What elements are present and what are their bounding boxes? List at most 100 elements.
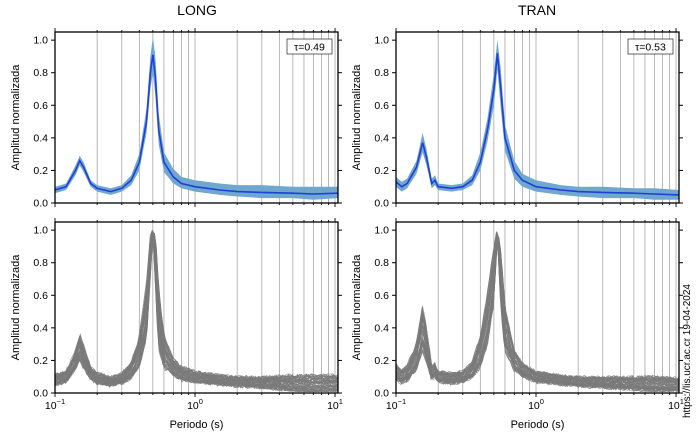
trace-line xyxy=(55,237,338,389)
x-axis: 10−1 100 101 xyxy=(45,218,343,412)
trace-line xyxy=(55,237,338,391)
trace-line xyxy=(396,236,679,385)
trace-line xyxy=(55,237,338,387)
y-axis: 0.0 0.2 0.4 0.6 0.8 1.0 xyxy=(33,225,342,400)
trace-line xyxy=(55,238,338,391)
panel-tran-traces: 0.0 0.2 0.4 0.6 0.8 1.0 Amplitud normalizada 10… xyxy=(351,218,684,431)
axes-frame xyxy=(395,221,680,394)
trace-line xyxy=(396,235,679,386)
x-axis-label: Periodo (s) xyxy=(511,419,565,431)
trace-line xyxy=(396,238,679,390)
trace-group xyxy=(396,231,679,392)
y-tick-label: 0.4 xyxy=(374,322,389,334)
x-tick-label: 10−1 xyxy=(45,397,65,412)
trace-line xyxy=(55,230,338,381)
column-title-long: LONG xyxy=(177,2,217,18)
trace-line xyxy=(396,235,679,383)
x-axis xyxy=(54,28,336,207)
trace-line xyxy=(55,231,338,381)
y-tick-label: 0.6 xyxy=(374,100,389,112)
trace-line xyxy=(55,234,338,385)
trace-line xyxy=(396,238,679,389)
trace-line xyxy=(396,234,679,385)
trace-line xyxy=(55,238,338,392)
mean-line xyxy=(396,53,679,196)
trace-line xyxy=(55,238,338,390)
tau-box xyxy=(286,38,333,55)
y-axis: 0.0 0.2 0.4 0.6 0.8 1.0 xyxy=(374,35,683,210)
trace-line xyxy=(396,241,679,391)
trace-line xyxy=(396,234,679,384)
trace-line xyxy=(396,235,679,382)
trace-line xyxy=(55,233,338,384)
y-tick-label: 1.0 xyxy=(374,35,389,47)
axes-frame xyxy=(54,221,339,394)
y-tick-label: 0.2 xyxy=(374,355,389,367)
trace-line xyxy=(55,229,338,380)
y-axis: 0.0 0.2 0.4 0.6 0.8 1.0 xyxy=(33,35,342,210)
column-title-tran: TRAN xyxy=(518,2,556,18)
y-tick-label: 0.2 xyxy=(33,355,48,367)
trace-line xyxy=(55,232,338,380)
x-axis-label: Periodo (s) xyxy=(170,419,224,431)
y-axis: 0.0 0.2 0.4 0.6 0.8 1.0 xyxy=(374,225,683,400)
trace-line xyxy=(55,239,338,392)
y-tick-label: 0.2 xyxy=(33,165,48,177)
trace-line xyxy=(396,235,679,382)
tau-label: τ=0.49 xyxy=(286,38,333,55)
trace-line xyxy=(396,233,679,382)
trace-line xyxy=(55,239,338,391)
y-tick-label: 0.0 xyxy=(33,198,48,210)
y-tick-label: 0.6 xyxy=(374,290,389,302)
trace-line xyxy=(396,238,679,391)
axes-frame xyxy=(395,31,680,204)
y-axis-label: Amplitud normalizada xyxy=(351,64,363,171)
trace-line xyxy=(396,241,679,392)
trace-line xyxy=(55,233,338,380)
y-tick-label: 0.8 xyxy=(374,67,389,79)
y-tick-label: 0.4 xyxy=(33,322,48,334)
trace-line xyxy=(396,242,679,392)
trace-line xyxy=(396,238,679,392)
y-tick-label: 0.8 xyxy=(374,257,389,269)
y-axis-label: Amplitud normalizada xyxy=(10,64,22,171)
trace-line xyxy=(55,232,338,383)
y-tick-label: 0.4 xyxy=(33,132,48,144)
trace-line xyxy=(396,241,679,392)
trace-line xyxy=(55,241,338,392)
x-axis: 10−1 100 101 xyxy=(386,218,684,412)
x-tick-label: 10−1 xyxy=(386,397,406,412)
tau-label: τ=0.53 xyxy=(627,38,674,55)
trace-line xyxy=(55,238,338,392)
trace-line xyxy=(55,239,338,392)
trace-line xyxy=(396,238,679,390)
grid-lines xyxy=(96,222,336,393)
y-axis-label: Amplitud normalizada xyxy=(351,254,363,361)
trace-line xyxy=(396,240,679,392)
mean-line xyxy=(55,54,338,195)
trace-line xyxy=(396,234,679,384)
y-tick-label: 0.8 xyxy=(33,257,48,269)
trace-line xyxy=(55,238,338,392)
trace-line xyxy=(396,240,679,391)
trace-line xyxy=(396,235,679,383)
trace-line xyxy=(396,232,679,382)
x-tick-label: 100 xyxy=(187,397,203,412)
y-axis-label: Amplitud normalizada xyxy=(10,254,22,361)
x-tick-label: 100 xyxy=(528,397,544,412)
x-axis xyxy=(395,28,677,207)
trace-line xyxy=(55,231,338,381)
trace-line xyxy=(396,234,679,385)
trace-line xyxy=(396,237,679,386)
grid-lines xyxy=(96,32,336,203)
trace-line xyxy=(55,234,338,385)
watermark: https://lis.ucr.ac.cr 19-04-2024 xyxy=(682,284,693,418)
trace-line xyxy=(396,234,679,383)
tau-box xyxy=(627,38,674,55)
y-tick-label: 0.0 xyxy=(374,388,389,400)
trace-line xyxy=(55,231,338,382)
y-tick-label: 0.4 xyxy=(374,132,389,144)
trace-line xyxy=(396,238,679,390)
trace-line xyxy=(55,235,338,387)
